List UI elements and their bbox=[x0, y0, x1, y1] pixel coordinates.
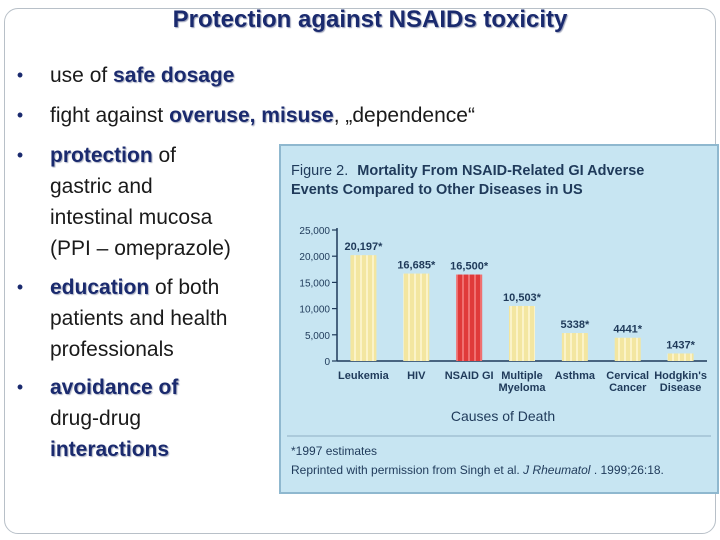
source-journal: J Rheumatol bbox=[522, 463, 591, 477]
svg-text:Figure 2. Mortality From: Figure 2. Mortality From NSAID-Related G… bbox=[291, 163, 644, 179]
bullet-line: drug-drug bbox=[50, 403, 282, 434]
x-tick-label: Myeloma bbox=[498, 382, 546, 394]
bullet-segment: intestinal mucosa bbox=[50, 206, 213, 229]
bullet-dot-icon: • bbox=[16, 65, 24, 85]
chart-panel: Figure 2. Mortality From NSAID-Related G… bbox=[279, 144, 719, 494]
bar-value-label: 16,500* bbox=[450, 261, 489, 273]
bullet-line: education of both bbox=[50, 272, 282, 303]
mortality-bar-chart: Figure 2. Mortality From NSAID-Related G… bbox=[287, 163, 711, 477]
bullet-segment: drug-drug bbox=[50, 407, 142, 430]
bar-value-label: 10,503* bbox=[503, 292, 542, 304]
bullet-segment: patients and health bbox=[50, 307, 228, 330]
bullet-emphasis: overuse, misuse bbox=[169, 104, 334, 127]
bullet-segment: of bbox=[152, 144, 177, 167]
slide-title: Protection against NSAIDs toxicity bbox=[172, 6, 568, 33]
bullet-line: patients and health bbox=[50, 303, 282, 334]
bar bbox=[350, 255, 377, 361]
y-tick-label: 10,000 bbox=[299, 305, 330, 316]
bullet-text: avoidance of drug-drug interactions bbox=[50, 372, 282, 465]
bullet-emphasis: interactions bbox=[50, 438, 170, 461]
x-tick-label: Hodgkin's bbox=[654, 370, 707, 382]
bar bbox=[561, 333, 588, 361]
bullet-segment: of both bbox=[149, 276, 220, 299]
bullet-text: use of safe dosage bbox=[50, 60, 282, 91]
bullet-text: fight against overuse, misuse, „dependen… bbox=[50, 100, 610, 131]
bullet-line: interactions bbox=[50, 434, 282, 465]
chart-source: Reprinted with permission from Singh et … bbox=[291, 463, 664, 477]
bullet-dot-icon: • bbox=[16, 105, 24, 125]
bar bbox=[456, 274, 483, 361]
chart-title-line2: Events Compared to Other Diseases in US bbox=[291, 182, 583, 198]
bar bbox=[403, 273, 430, 361]
bullet-line: protection of bbox=[50, 140, 282, 171]
y-tick-label: 20,000 bbox=[299, 252, 330, 263]
chart-title-line1: Mortality From NSAID-Related GI Adverse bbox=[357, 163, 644, 179]
y-tick-label: 0 bbox=[324, 357, 330, 368]
x-tick-label: Asthma bbox=[555, 370, 596, 382]
chart-title-prefix: Figure 2. bbox=[291, 163, 348, 179]
bullet-emphasis: safe dosage bbox=[113, 64, 235, 87]
bullet-dot-icon: • bbox=[16, 377, 24, 397]
bullet-dot-icon: • bbox=[16, 277, 24, 297]
bullet-emphasis: protection bbox=[50, 144, 153, 167]
bullet-segment: professionals bbox=[50, 338, 174, 361]
bullet-line: intestinal mucosa bbox=[50, 202, 282, 233]
y-tick-label: 15,000 bbox=[299, 278, 330, 289]
bullet-line: (PPI – omeprazole) bbox=[50, 233, 282, 264]
bullet-segment: , „dependence“ bbox=[333, 104, 475, 127]
bullet-text: protection of gastric and intestinal mucos… bbox=[50, 140, 282, 264]
bullet-segment: use of bbox=[50, 64, 114, 87]
bar-value-label: 5338* bbox=[560, 319, 589, 331]
bar-value-label: 1437* bbox=[666, 339, 695, 351]
bullet-segment: fight against bbox=[50, 104, 170, 127]
y-tick-label: 5,000 bbox=[305, 331, 330, 342]
bullet-line: fight against overuse, misuse, „dependen… bbox=[50, 100, 610, 131]
y-tick-label: 25,000 bbox=[299, 226, 330, 237]
bar bbox=[614, 337, 641, 361]
x-tick-label: Leukemia bbox=[338, 370, 390, 382]
x-tick-label: Disease bbox=[660, 382, 702, 394]
x-tick-label: Cancer bbox=[609, 382, 647, 394]
bullet-line: professionals bbox=[50, 334, 282, 365]
x-tick-label: Multiple bbox=[501, 370, 543, 382]
source-suffix: . 1999;26:18. bbox=[594, 463, 664, 477]
source-prefix: Reprinted with permission from Singh et … bbox=[291, 463, 523, 477]
bullet-line: use of safe dosage bbox=[50, 60, 282, 91]
bullet-segment: gastric and bbox=[50, 175, 153, 198]
x-tick-label: Cervical bbox=[606, 370, 649, 382]
x-tick-label: NSAID GI bbox=[445, 370, 494, 382]
bullet-text: education of both patients and health prof… bbox=[50, 272, 282, 365]
bullet-line: avoidance of bbox=[50, 372, 282, 403]
bar-value-label: 4441* bbox=[613, 324, 642, 336]
x-tick-label: HIV bbox=[407, 370, 426, 382]
bar-value-label: 16,685* bbox=[397, 260, 436, 272]
bullet-dot-icon: • bbox=[16, 145, 24, 165]
bullet-emphasis: avoidance of bbox=[50, 376, 179, 399]
bar-value-label: 20,197* bbox=[344, 241, 383, 253]
bullet-emphasis: education bbox=[50, 276, 150, 299]
bar bbox=[667, 353, 694, 361]
chart-footnote: *1997 estimates bbox=[291, 444, 377, 458]
bullet-line: gastric and bbox=[50, 171, 282, 202]
x-axis-label: Causes of Death bbox=[451, 408, 555, 424]
bullet-segment: (PPI – omeprazole) bbox=[50, 237, 231, 260]
bar bbox=[509, 305, 535, 361]
